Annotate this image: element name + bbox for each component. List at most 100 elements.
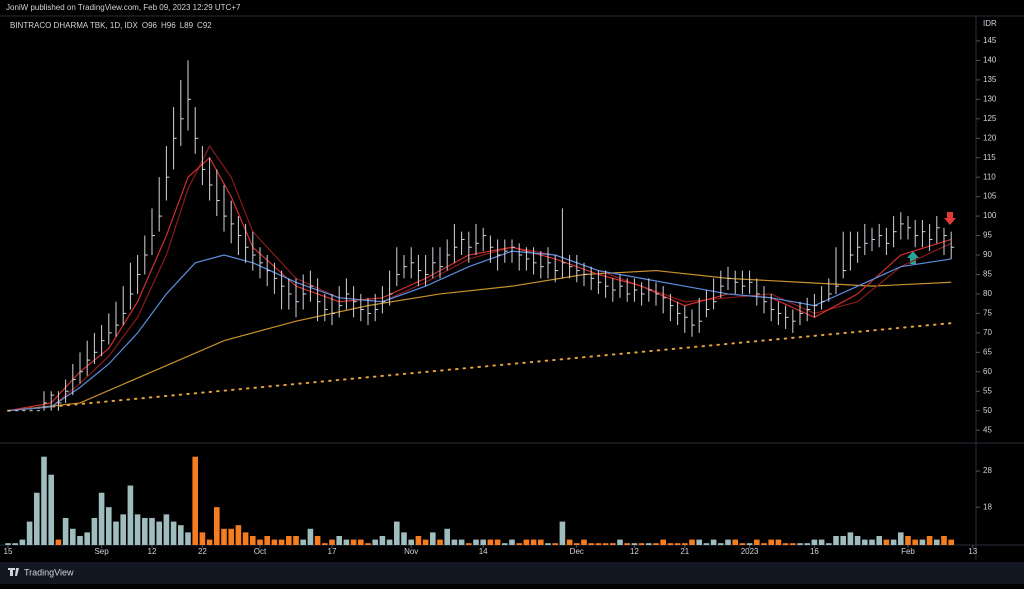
volume-bar (314, 535, 321, 545)
x-tick-label: 22 (198, 547, 207, 556)
volume-bar (638, 543, 645, 545)
volume-bar (466, 543, 472, 545)
volume-bar (523, 539, 530, 545)
volume-bar (804, 543, 810, 545)
volume-bar (415, 535, 422, 545)
volume-bar (487, 539, 494, 545)
volume-bar (156, 521, 162, 545)
volume-bar (689, 539, 695, 545)
y-tick-label: 80 (983, 289, 992, 298)
volume-bar (343, 539, 350, 545)
currency: IDR (983, 19, 997, 28)
volume-bar (854, 535, 861, 545)
volume-bar (905, 535, 911, 545)
volume-bar (70, 528, 76, 545)
volume-bar (631, 543, 638, 545)
buy-arrow (907, 251, 919, 264)
volume-bar (12, 543, 18, 545)
volume-bar (178, 525, 184, 545)
volume-bar (307, 528, 314, 545)
volume-bar (401, 532, 407, 545)
volume-bar (775, 539, 782, 545)
volume-bar (293, 535, 299, 545)
volume-bar (595, 543, 602, 545)
volume-bar (199, 532, 206, 545)
y-tick-label: 105 (983, 192, 997, 201)
volume-bar (149, 517, 155, 545)
volume-bar (84, 532, 90, 545)
volume-bar (19, 539, 26, 545)
volume-bar (617, 539, 623, 545)
ohlc-legend: O96 H96 L89 C92 (142, 21, 212, 30)
volume-bar (336, 535, 342, 545)
volume-bar (919, 539, 926, 545)
x-tick-label: 21 (680, 547, 689, 556)
volume-bar (926, 535, 933, 545)
volume-bar (106, 507, 112, 545)
volume-bar (494, 539, 501, 545)
y-tick-label: 110 (983, 172, 996, 181)
volume-bar (386, 539, 393, 545)
volume-bar (206, 539, 213, 545)
volume-bar (653, 543, 659, 545)
y-tick-label: 85 (983, 270, 992, 279)
volume-bar (862, 539, 868, 545)
volume-bar (869, 539, 875, 545)
y-tick-label: 95 (983, 231, 992, 240)
volume-bar (559, 521, 566, 545)
volume-bar (91, 517, 98, 545)
x-tick-label: 12 (630, 547, 639, 556)
volume-bar (48, 474, 54, 545)
volume-bar (480, 539, 486, 545)
volume-bar (329, 539, 335, 545)
y-tick-label: 130 (983, 94, 997, 103)
volume-bar (696, 539, 702, 545)
volume-bar (674, 543, 681, 545)
volume-bar (574, 543, 580, 545)
volume-bar (300, 539, 306, 545)
volume-bar (350, 539, 357, 545)
volume-bar (408, 539, 414, 545)
footer: TradingView (24, 567, 74, 577)
y-tick-label: 70 (983, 328, 992, 337)
sell-arrow (944, 212, 956, 225)
volume-bar (322, 543, 328, 545)
volume-bar (818, 539, 825, 545)
volume-bar (941, 535, 947, 545)
volume-bar (890, 539, 897, 545)
ohlc-label: C92 (197, 21, 212, 30)
x-tick-label: 17 (328, 547, 337, 556)
volume-bar (62, 517, 69, 545)
volume-bar (797, 543, 803, 545)
volume-bar (538, 539, 544, 545)
volume-bar (602, 543, 609, 545)
volume-bar (113, 521, 119, 545)
volume-bar (912, 539, 918, 545)
volume-bar (451, 539, 458, 545)
volume-bar (840, 535, 846, 545)
x-tick-label: 14 (479, 547, 488, 556)
volume-bar (250, 535, 256, 545)
volume-bar (430, 532, 436, 545)
ohlc-label: L89 (180, 21, 194, 30)
volume-bar (127, 485, 134, 545)
volume-bar (610, 543, 616, 545)
volume-bar (372, 539, 378, 545)
volume-bar (516, 543, 522, 545)
volume-bar (898, 532, 904, 545)
symbol: BINTRACO DHARMA TBK, 1D, IDX (10, 21, 139, 30)
volume-bar (502, 543, 508, 545)
volume-bar (876, 535, 882, 545)
x-tick-label: 2023 (741, 547, 759, 556)
volume-bar (660, 539, 666, 545)
volume-bar (271, 539, 278, 545)
volume-bar (530, 539, 537, 545)
volume-bar (134, 514, 141, 545)
volume-bar (811, 539, 818, 545)
volume-bar (257, 539, 263, 545)
volume-bar (358, 539, 364, 545)
volume-bar (826, 543, 832, 545)
y-tick-label: 90 (983, 250, 992, 259)
